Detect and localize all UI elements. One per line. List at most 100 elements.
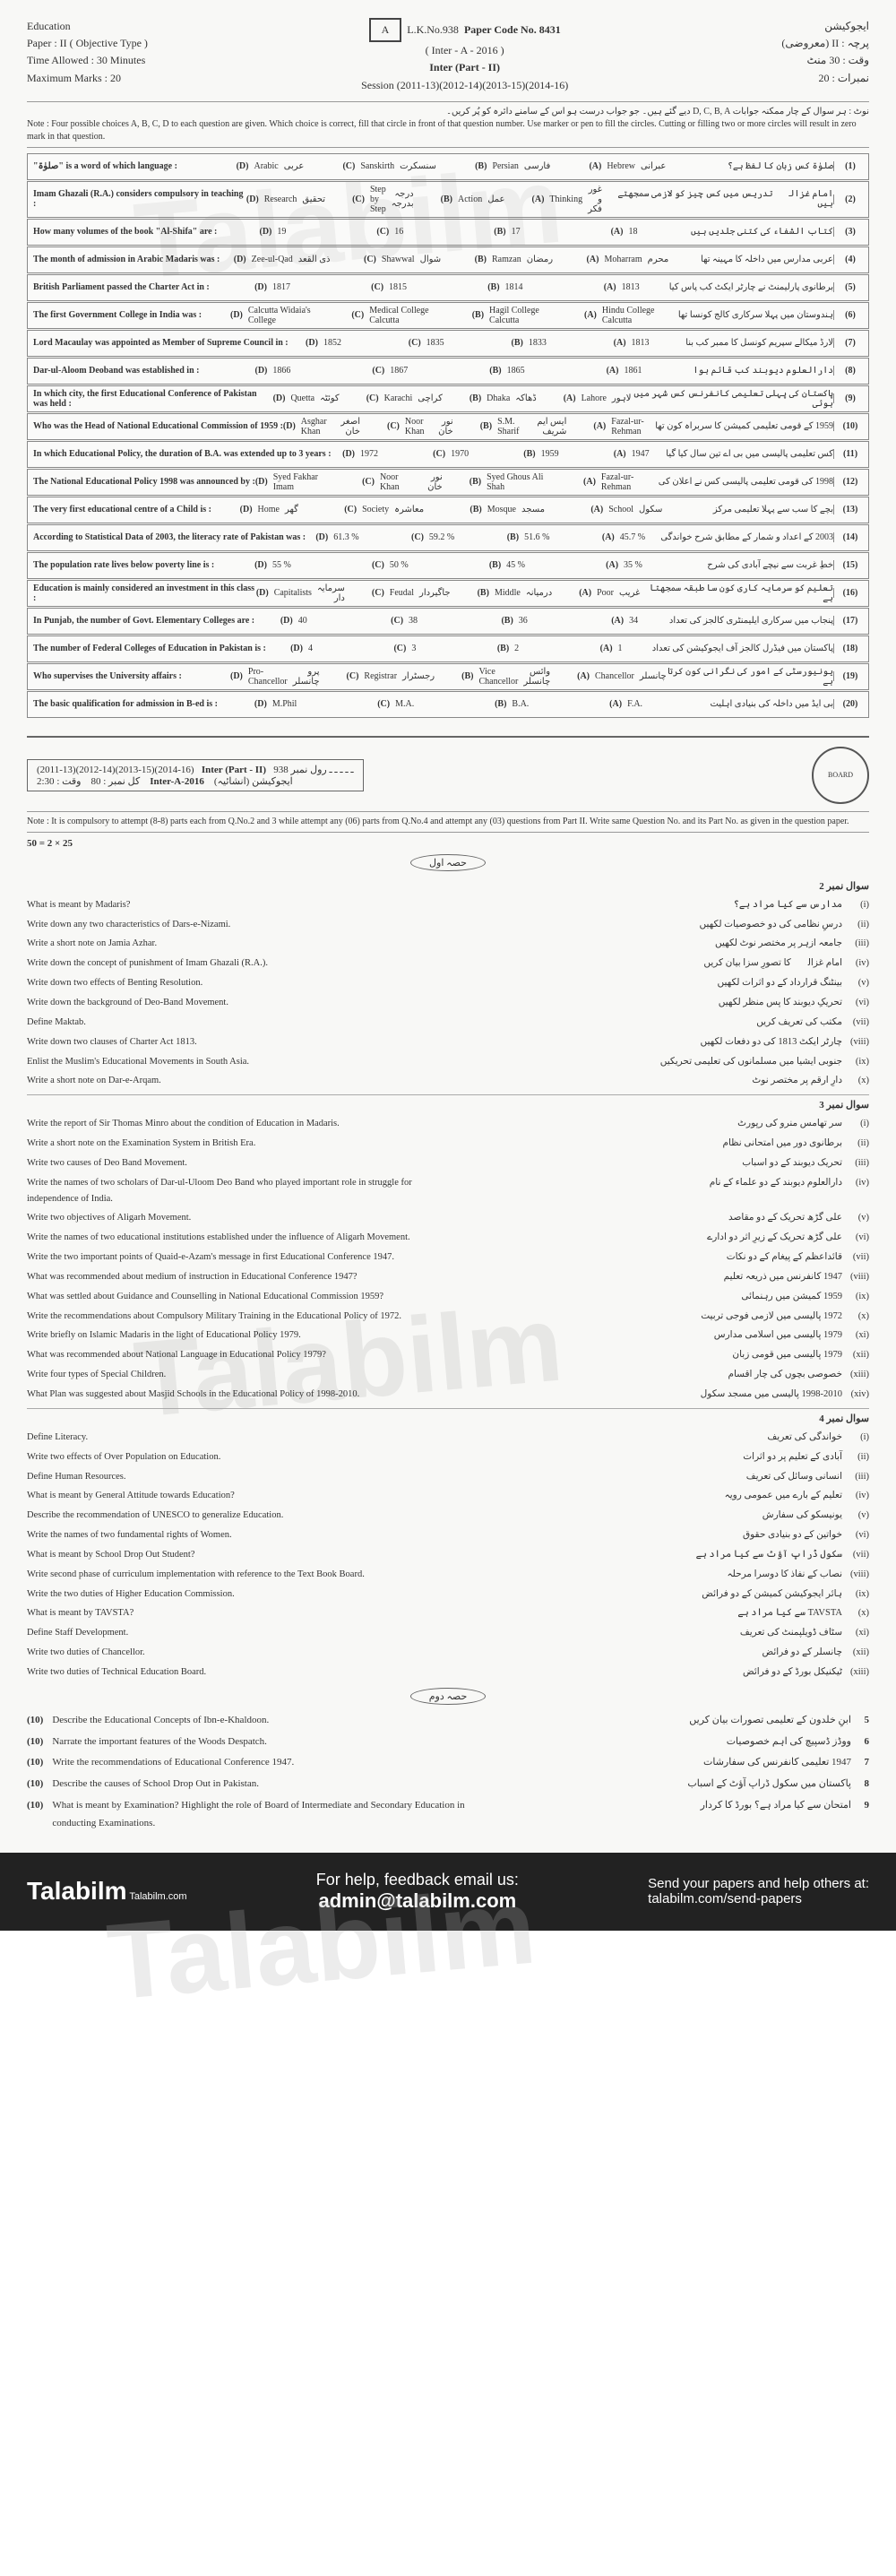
mcq-stem-ur: پاکستان کی پہلی تعلیمی کانفرنس کس شہر می… (631, 389, 833, 409)
question-en: Define Human Resources. (27, 1469, 435, 1485)
time-ur: وقت : 30 منٹ (781, 52, 869, 69)
mcq-number: (19) (833, 671, 863, 681)
question-ur: علی گڑھ تحریک کے زیرِ اثر دو ادارے (435, 1230, 842, 1246)
sub-question: Write two causes of Deo Band Movement.تح… (27, 1154, 869, 1173)
question-ur: دارالعلوم دیوبند کے دو علماء کے نام (435, 1175, 842, 1207)
question-en: Write down two clauses of Charter Act 18… (27, 1034, 435, 1050)
mcq-option: (C) Noor Khan نور خان (387, 417, 453, 437)
sub-question: What was recommended about medium of ins… (27, 1267, 869, 1287)
mcq-stem-ur: کس تعلیمی پالیسی میں بی اے تین سال کیا گ… (666, 449, 833, 459)
mcq-option: (D) Arabic عربی (237, 161, 305, 171)
question-en: Write the two important points of Quaid-… (27, 1249, 435, 1266)
mcq-option: (D) Zee-ul-Qad ذی القعد (234, 255, 331, 264)
mcq-option: (D) Research تحقیق (246, 185, 325, 214)
mcq-option: (A) 1947 (614, 449, 655, 459)
question-num: (x) (842, 1309, 869, 1325)
question-num: 9 (851, 1797, 869, 1833)
mcq-stem-ur: پاکستان میں فیڈرل کالجز آف ایجوکیشن کی ت… (652, 644, 833, 653)
mcq-stem: Who supervises the University affairs : (33, 671, 230, 681)
question-num: (vii) (842, 1547, 869, 1563)
subject-ur: ایجوکیشن (انشائیہ) (214, 776, 293, 787)
footer-help: For help, feedback email us: admin@talab… (316, 1871, 519, 1913)
question-en: Write the report of Sir Thomas Minro abo… (27, 1116, 435, 1132)
mcq-number: (18) (833, 644, 863, 653)
mcq-stem-ur: برطانوی پارلیمنٹ نے چارٹر ایکٹ کب پاس کی… (669, 282, 833, 292)
question-en: Write a short note on Jamia Azhar. (27, 936, 435, 952)
sub-question: What is meant by Madaris?مدارس سے کیا مر… (27, 895, 869, 915)
mcq-option: (B) B.A. (495, 699, 534, 709)
mcq-row: The first Government College in India wa… (27, 302, 869, 329)
question-num: (vi) (842, 995, 869, 1011)
question-num: (iii) (842, 1469, 869, 1485)
time-allowed: Time Allowed : 30 Minutes (27, 52, 148, 69)
group-box: A (369, 18, 402, 42)
note-english: Note : Four possible choices A, B, C, D … (27, 118, 869, 143)
question-en: What was settled about Guidance and Coun… (27, 1289, 435, 1305)
question-num: (ix) (842, 1289, 869, 1305)
mcq-option: (A) Poor غریب (579, 583, 640, 603)
paper-ur: پرچہ : II (معروضی) (781, 35, 869, 52)
mcq-option: (D) 1852 (306, 338, 347, 348)
question-ur: ابنِ خلدون کے تعلیمی تصورات بیان کریں (513, 1712, 851, 1730)
question-num: (vii) (842, 1015, 869, 1031)
sub-question: Write down the concept of punishment of … (27, 954, 869, 973)
mcq-stem: The population rate lives below poverty … (33, 560, 230, 570)
sub-question: Define Staff Development.سٹاف ڈویلپمنٹ ک… (27, 1623, 869, 1643)
mcq-number: (4) (833, 255, 863, 264)
question-en: Write the recommendations about Compulso… (27, 1309, 435, 1325)
mcq-option: (C) Medical College Calcutta (351, 306, 444, 325)
long-question: (10)Write the recommendations of Educati… (27, 1752, 869, 1774)
question-ur: آبادی کے تعلیم پر دو اثرات (435, 1449, 842, 1465)
sub-question: Write the report of Sir Thomas Minro abo… (27, 1114, 869, 1134)
mcq-option: (A) School سکول (590, 505, 662, 514)
send-url[interactable]: talabilm.com/send-papers (648, 1891, 869, 1906)
sub-question: Write two duties of Chancellor.چانسلر کے… (27, 1643, 869, 1663)
question-ur: برطانوی دور میں امتحانی نظام (435, 1136, 842, 1152)
question-en: What is meant by General Attitude toward… (27, 1488, 435, 1504)
mcq-stem-ur: امام غزالیؒ تدریس میں کس چیز کو لازمی سم… (602, 189, 833, 209)
sessions: (2011-13)(2012-14)(2013-15)(2014-16) (37, 765, 194, 775)
question-num: 6 (851, 1733, 869, 1751)
mcq-option: (A) F.A. (609, 699, 648, 709)
roll-label: رول نمبر (291, 765, 327, 775)
mcq-row: Imam Ghazali (R.A.) considers compulsory… (27, 181, 869, 218)
mcq-stem-ur: بی ایڈ میں داخلہ کی بنیادی اہلیت (672, 699, 833, 709)
question-en: What is meant by TAVSTA? (27, 1605, 435, 1621)
question-ur: مکتب کی تعریف کریں (435, 1015, 842, 1031)
question-en: Write two causes of Deo Band Movement. (27, 1155, 435, 1171)
question-num: (xiii) (842, 1664, 869, 1681)
footer: Talabilm Talabilm.com For help, feedback… (0, 1853, 896, 1931)
part1-heading: حصہ اول (410, 854, 486, 871)
mcq-option: (D) Home گھر (240, 505, 298, 514)
sub-question: Write the two duties of Higher Education… (27, 1585, 869, 1604)
question-ur: 1947 کانفرنس میں ذریعہ تعلیم (435, 1269, 842, 1285)
question-num: (v) (842, 1508, 869, 1524)
mcq-option: (B) Persian فارسی (475, 161, 550, 171)
long-question: (10)Describe the causes of School Drop O… (27, 1774, 869, 1795)
question-ur: سٹاف ڈویلپمنٹ کی تعریف (435, 1625, 842, 1641)
sub-question: Write down two effects of Benting Resolu… (27, 973, 869, 993)
mcq-option: (D) 4 (290, 644, 318, 653)
mcq-option: (B) 1865 (489, 366, 530, 376)
mcq-option: (D) Calcutta Widaia's College (230, 306, 324, 325)
mcq-number: (15) (833, 560, 863, 570)
mcq-number: (9) (833, 393, 863, 403)
mcq-number: (2) (833, 194, 863, 204)
question-num: (v) (842, 975, 869, 991)
mcq-row: Lord Macaulay was appointed as Member of… (27, 330, 869, 357)
question-ur: امتحان سے کیا مراد ہے؟ بورڈ کا کردار (513, 1797, 851, 1833)
question-ur: سکول ڈراپ آؤٹ سے کیا مراد ہے (435, 1547, 842, 1563)
mcq-number: (5) (833, 282, 863, 292)
help-email[interactable]: admin@talabilm.com (316, 1889, 519, 1913)
mcq-option: (C) Society معاشرہ (344, 505, 424, 514)
mcq-option: (A) 1 (600, 644, 628, 653)
mcq-option: (B) Hagil College Calcutta (472, 306, 557, 325)
question-en: What was recommended about medium of ins… (27, 1269, 435, 1285)
question-en: Write two objectives of Aligarh Movement… (27, 1210, 435, 1226)
mcq-option: (B) Action عمل (441, 185, 505, 214)
question-ur: پاکستان میں سکول ڈراپ آؤٹ کے اسباب (513, 1776, 851, 1794)
mcq-number: (11) (833, 449, 863, 459)
question-num: (iii) (842, 1155, 869, 1171)
question-ur: امام غزالیؒ کا تصورِ سزا بیان کریں (435, 955, 842, 972)
page: Talabilm Talabilm Talabilm Education Pap… (0, 0, 896, 1931)
